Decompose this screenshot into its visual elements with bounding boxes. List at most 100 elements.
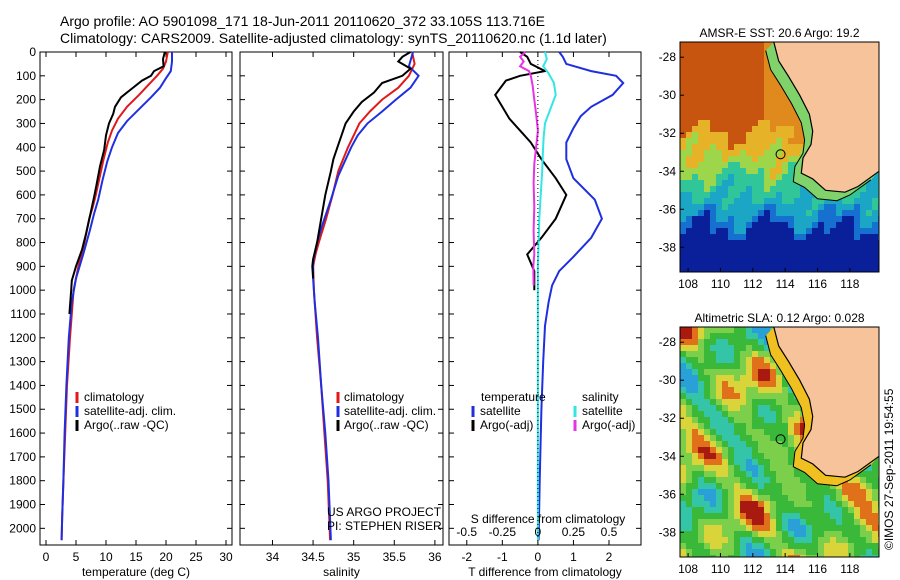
map-cell	[728, 441, 735, 448]
map-cell	[848, 549, 855, 556]
map-cell	[740, 84, 747, 91]
map-cell	[728, 345, 735, 352]
map-cell	[728, 501, 735, 508]
map-cell	[866, 495, 873, 502]
map-cell	[686, 429, 693, 436]
map-cell	[860, 477, 867, 484]
map-cell	[722, 156, 729, 163]
map-cell	[740, 369, 747, 376]
map-cell	[722, 84, 729, 91]
map-cell	[824, 555, 831, 557]
map-cell	[686, 132, 693, 139]
map-cell	[860, 555, 867, 557]
map-cell	[788, 483, 795, 490]
map-cell	[746, 66, 753, 73]
map-cell	[788, 405, 795, 412]
map-cell	[716, 240, 723, 247]
map-cell	[746, 222, 753, 229]
map-cell	[716, 222, 723, 229]
map-cell	[698, 369, 705, 376]
map-cell	[764, 465, 771, 472]
map-cell	[722, 132, 729, 139]
map-cell	[698, 333, 705, 340]
map-cell	[710, 174, 717, 181]
map-cell	[728, 375, 735, 382]
map-cell	[716, 411, 723, 418]
map-cell	[692, 549, 699, 556]
map-cell	[782, 102, 789, 109]
map-cell	[866, 258, 873, 265]
map-cell	[680, 198, 687, 205]
map-cell	[806, 483, 813, 490]
map-cell	[872, 459, 879, 466]
map-cell	[866, 234, 873, 241]
map-cell	[770, 477, 777, 484]
map-cell	[836, 270, 843, 272]
map-cell	[800, 483, 807, 490]
map-cell	[710, 186, 717, 193]
map-cell	[782, 216, 789, 223]
map-cell	[680, 90, 687, 97]
map-cell	[710, 180, 717, 187]
map-cell	[758, 537, 765, 544]
map-cell	[740, 180, 747, 187]
map-cell	[728, 114, 735, 121]
map-cell	[758, 216, 765, 223]
map-cell	[842, 483, 849, 490]
map-cell	[710, 120, 717, 127]
map-cell	[734, 60, 741, 67]
map-cell	[854, 210, 861, 217]
map-cell	[722, 174, 729, 181]
map-cell	[740, 162, 747, 169]
map-cell	[710, 240, 717, 247]
map-cell	[716, 186, 723, 193]
map-cell	[752, 465, 759, 472]
map-cell	[698, 186, 705, 193]
map-cell	[710, 345, 717, 352]
map-cell	[872, 228, 879, 235]
map-cell	[722, 381, 729, 388]
map-cell	[710, 138, 717, 145]
map-cell	[764, 477, 771, 484]
map-cell	[704, 519, 711, 526]
map-cell	[704, 186, 711, 193]
map-cell	[710, 465, 717, 472]
map-cell	[716, 210, 723, 217]
map-cell	[722, 399, 729, 406]
map-cell	[716, 447, 723, 454]
map-cell	[752, 252, 759, 259]
map-cell	[704, 417, 711, 424]
map-cell	[692, 144, 699, 151]
map-cell	[752, 393, 759, 400]
map-cell	[788, 399, 795, 406]
map-cell	[680, 108, 687, 115]
map-cell	[758, 186, 765, 193]
map-cell	[812, 204, 819, 211]
map-cell	[740, 555, 747, 557]
map-cell	[752, 156, 759, 163]
map-cell	[776, 192, 783, 199]
map-cell	[728, 543, 735, 550]
map-cell	[710, 96, 717, 103]
map-cell	[752, 435, 759, 442]
series-line-temperature-satellite	[537, 51, 625, 541]
map-cell	[698, 327, 705, 334]
map-cell	[680, 48, 687, 55]
map-cell	[680, 501, 687, 508]
map-cell	[710, 429, 717, 436]
map-cell	[770, 252, 777, 259]
map-cell	[866, 198, 873, 205]
map-cell	[710, 513, 717, 520]
map-cell	[680, 405, 687, 412]
map-cell	[872, 507, 879, 514]
map-cell	[866, 483, 873, 490]
map-cell	[710, 144, 717, 151]
imos-timestamp: ©IMOS 27-Sep-2011 19:54:55	[882, 388, 896, 550]
plot-frame	[448, 51, 642, 546]
map-cell	[710, 60, 717, 67]
map-cell	[758, 489, 765, 496]
map-cell	[746, 507, 753, 514]
map-cell	[704, 48, 711, 55]
map-cell	[686, 138, 693, 145]
map-cell	[746, 351, 753, 358]
